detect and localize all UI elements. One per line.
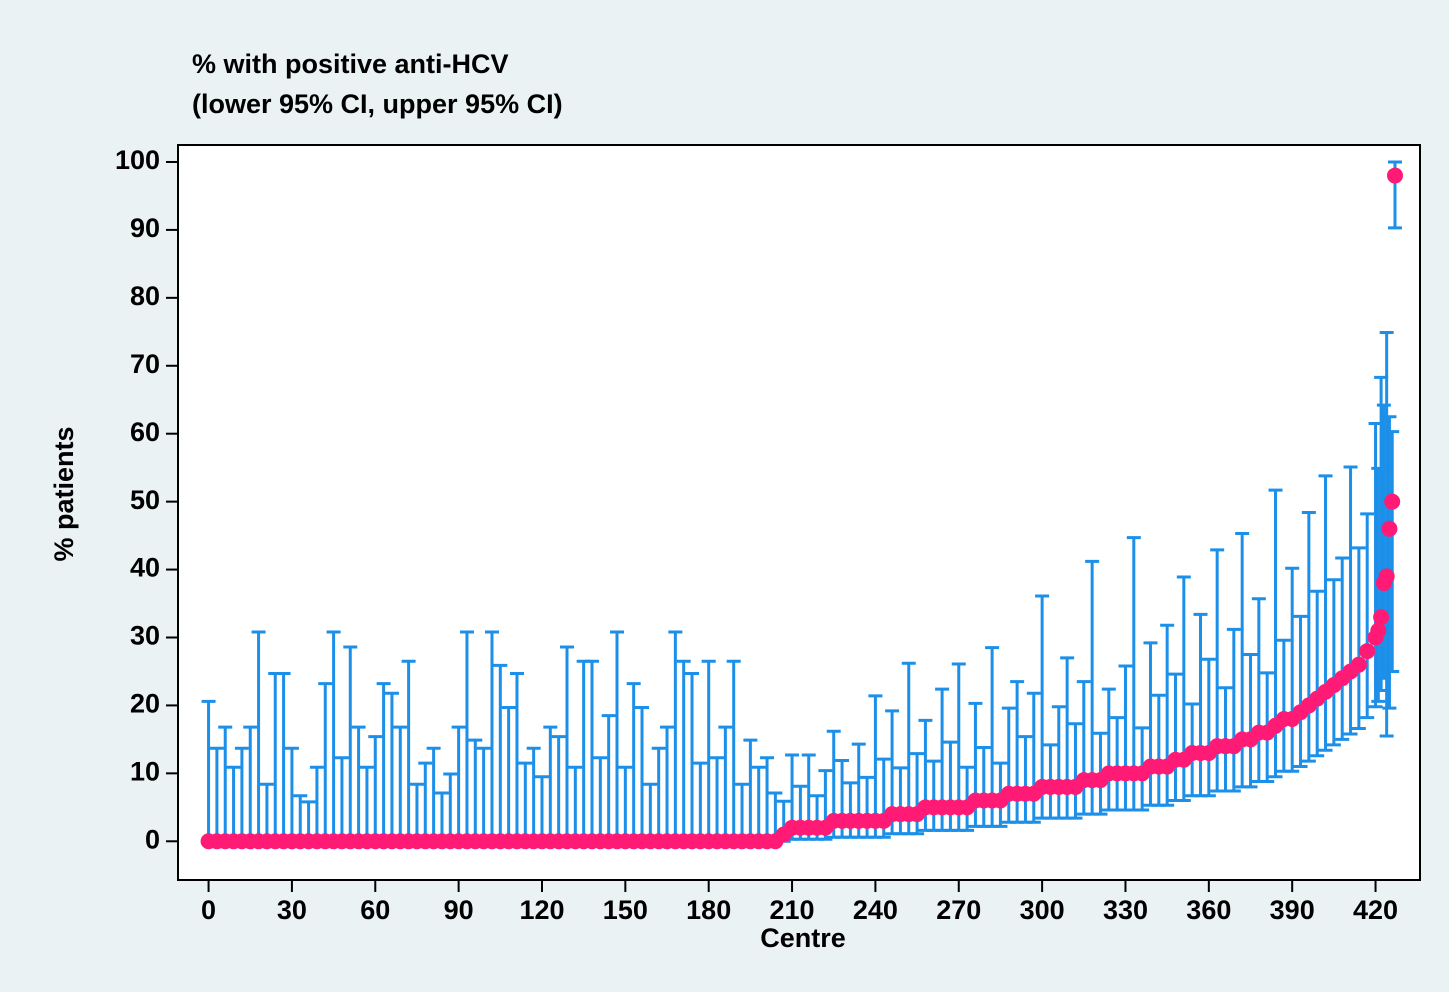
x-tick-label: 330 bbox=[1103, 895, 1148, 925]
point bbox=[1378, 568, 1395, 585]
y-tick-label: 10 bbox=[130, 756, 160, 786]
point bbox=[1359, 643, 1376, 660]
x-tick-label: 60 bbox=[360, 895, 390, 925]
x-tick-label: 240 bbox=[853, 895, 898, 925]
point bbox=[1350, 656, 1367, 673]
x-tick-label: 210 bbox=[770, 895, 815, 925]
point bbox=[1370, 622, 1387, 639]
x-tick-label: 270 bbox=[936, 895, 981, 925]
y-axis-label: % patients bbox=[49, 426, 79, 561]
x-tick-label: 180 bbox=[686, 895, 731, 925]
y-tick-label: 30 bbox=[130, 621, 160, 651]
point bbox=[1386, 167, 1403, 184]
chart-title: % with positive anti-HCV bbox=[192, 49, 509, 79]
x-tick-label: 30 bbox=[277, 895, 307, 925]
y-tick-label: 40 bbox=[130, 553, 160, 583]
error-bar bbox=[960, 765, 975, 832]
error-bar bbox=[1335, 556, 1350, 741]
x-tick-label: 390 bbox=[1270, 895, 1315, 925]
error-bar bbox=[1243, 652, 1258, 789]
error-bar bbox=[1326, 578, 1341, 747]
x-tick-label: 300 bbox=[1020, 895, 1065, 925]
error-bar bbox=[1318, 474, 1333, 752]
error-bar bbox=[1068, 722, 1083, 820]
y-tick-label: 90 bbox=[130, 213, 160, 243]
error-bar bbox=[1285, 566, 1300, 773]
error-bar bbox=[1310, 589, 1325, 758]
error-bar bbox=[1201, 657, 1216, 798]
x-tick-label: 150 bbox=[603, 895, 648, 925]
error-bar bbox=[1160, 623, 1175, 807]
point bbox=[1384, 493, 1401, 510]
y-tick-label: 20 bbox=[130, 689, 160, 719]
x-tick-label: 90 bbox=[444, 895, 474, 925]
point bbox=[1381, 520, 1398, 537]
y-tick-label: 100 bbox=[115, 145, 160, 175]
y-tick-label: 80 bbox=[130, 281, 160, 311]
y-tick-label: 50 bbox=[130, 485, 160, 515]
error-bar bbox=[1343, 465, 1358, 736]
y-tick-label: 0 bbox=[145, 824, 160, 854]
error-bar bbox=[1360, 512, 1375, 720]
error-bar bbox=[1351, 546, 1366, 731]
x-axis-label: Centre bbox=[760, 923, 846, 953]
x-tick-label: 120 bbox=[519, 895, 564, 925]
y-tick-label: 70 bbox=[130, 349, 160, 379]
error-bar bbox=[1293, 614, 1308, 769]
point bbox=[1373, 609, 1390, 626]
error-bar bbox=[1382, 415, 1397, 710]
x-tick-label: 420 bbox=[1353, 895, 1398, 925]
x-tick-label: 0 bbox=[201, 895, 216, 925]
plot-frame bbox=[177, 144, 1421, 881]
x-tick-label: 360 bbox=[1186, 895, 1231, 925]
error-bar bbox=[1226, 627, 1241, 793]
error-bar bbox=[1385, 430, 1400, 673]
chart-subtitle: (lower 95% CI, upper 95% CI) bbox=[192, 89, 563, 119]
y-tick-label: 60 bbox=[130, 417, 160, 447]
error-bar bbox=[1301, 511, 1316, 763]
